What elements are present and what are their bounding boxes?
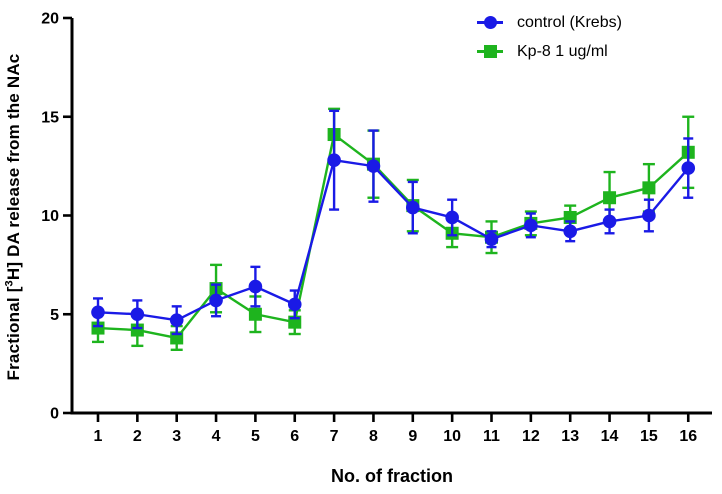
data-point-circle-11 <box>484 232 499 246</box>
y-axis-title-suffix: H] DA release from the NAc <box>4 53 23 281</box>
y-axis-title-prefix: Fractional [ <box>4 286 23 381</box>
data-point-circle-3 <box>169 313 184 327</box>
x-tick-label: 7 <box>330 428 339 445</box>
x-tick-label: 10 <box>443 428 461 445</box>
x-axis-title: No. of fraction <box>331 466 453 486</box>
data-point-square-15 <box>642 181 656 195</box>
series-line-kp-8-1-ug-ml <box>97 133 690 340</box>
data-point-circle-1 <box>91 305 105 320</box>
x-tick-label: 2 <box>133 428 142 445</box>
x-tick-label: 3 <box>172 428 181 445</box>
series-kp-8-1-ug-ml <box>91 107 695 351</box>
legend-item-kp8: Kp-8 1 ug/ml <box>477 37 622 66</box>
data-point-circle-14 <box>602 214 617 229</box>
data-point-circle-9 <box>406 200 420 215</box>
legend-label-control: control (Krebs) <box>517 13 622 31</box>
x-tick-label: 16 <box>679 428 697 445</box>
data-point-circle-12 <box>524 218 538 233</box>
x-tick-label: 14 <box>601 428 619 445</box>
y-tick-label: 5 <box>50 307 59 324</box>
data-point-square-14 <box>603 191 617 205</box>
x-tick-label: 13 <box>561 428 579 445</box>
x-tick-label: 11 <box>483 428 500 445</box>
x-tick-label: 5 <box>251 428 260 445</box>
series-line-control-krebs <box>97 158 690 322</box>
legend-swatch-control <box>477 16 503 29</box>
x-tick-label: 1 <box>94 428 103 445</box>
data-point-circle-5 <box>248 279 263 294</box>
data-point-circle-2 <box>130 307 145 322</box>
legend: control (Krebs) Kp-8 1 ug/ml <box>477 8 622 66</box>
circle-marker-icon <box>483 16 497 29</box>
data-point-circle-7 <box>327 153 341 167</box>
y-tick-label: 10 <box>41 208 59 225</box>
y-tick-label: 15 <box>41 109 59 126</box>
y-axis-title: Fractional [3H] DA release from the NAc <box>3 7 28 427</box>
data-point-square-1 <box>91 321 105 335</box>
x-tick-label: 4 <box>212 428 221 445</box>
series-control-krebs <box>91 109 696 336</box>
y-tick-label: 0 <box>50 406 59 423</box>
y-axis-title-superscript: 3 <box>3 280 16 287</box>
data-point-circle-16 <box>681 161 696 175</box>
data-point-circle-4 <box>209 293 223 308</box>
square-marker-icon <box>483 45 497 58</box>
legend-label-kp8: Kp-8 1 ug/ml <box>517 42 608 60</box>
data-point-circle-8 <box>366 159 381 173</box>
data-point-circle-10 <box>445 210 459 225</box>
data-point-square-5 <box>248 307 262 321</box>
x-tick-label: 12 <box>522 428 540 445</box>
x-tick-label: 8 <box>369 428 378 445</box>
data-point-circle-6 <box>287 297 302 312</box>
y-tick-label: 20 <box>41 11 59 28</box>
legend-item-control: control (Krebs) <box>477 8 622 37</box>
x-tick-label: 9 <box>408 428 417 445</box>
x-tick-label: 15 <box>640 428 658 445</box>
legend-swatch-kp8 <box>477 45 503 58</box>
data-point-circle-15 <box>642 208 656 223</box>
x-tick-label: 6 <box>290 428 299 445</box>
data-point-square-2 <box>130 323 144 337</box>
data-point-circle-13 <box>563 224 577 239</box>
